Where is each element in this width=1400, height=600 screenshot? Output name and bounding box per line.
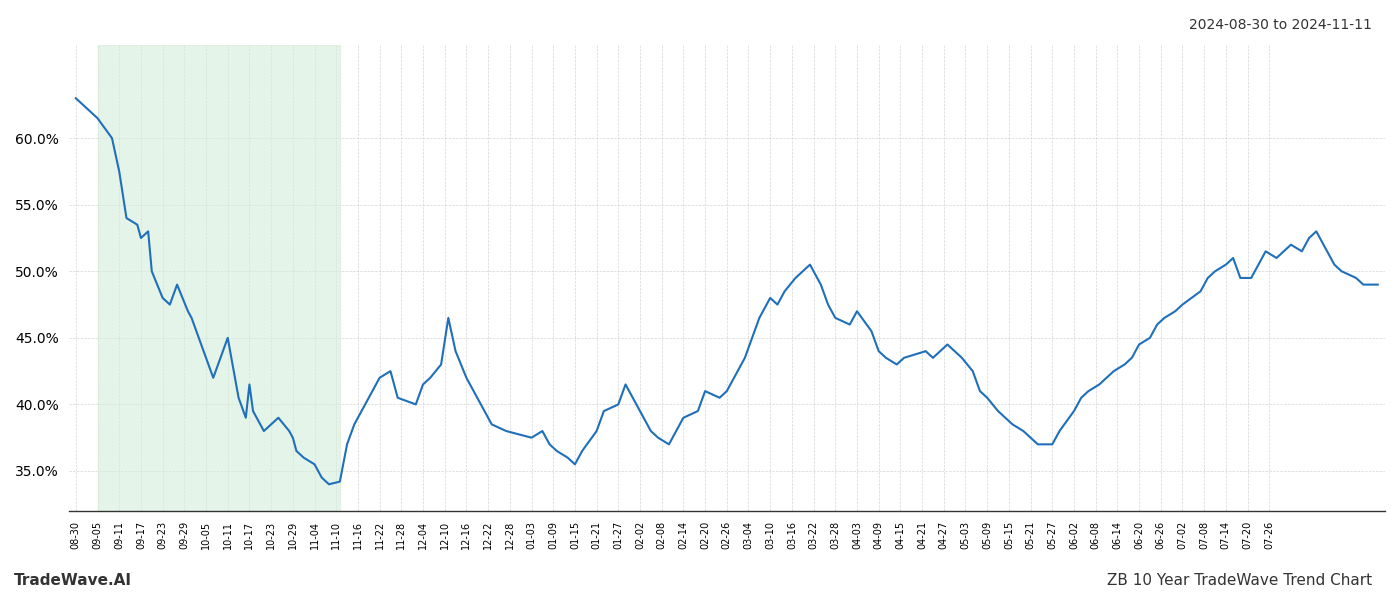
Text: TradeWave.AI: TradeWave.AI xyxy=(14,573,132,588)
Text: 2024-08-30 to 2024-11-11: 2024-08-30 to 2024-11-11 xyxy=(1189,18,1372,32)
Text: ZB 10 Year TradeWave Trend Chart: ZB 10 Year TradeWave Trend Chart xyxy=(1107,573,1372,588)
Bar xyxy=(98,45,340,511)
